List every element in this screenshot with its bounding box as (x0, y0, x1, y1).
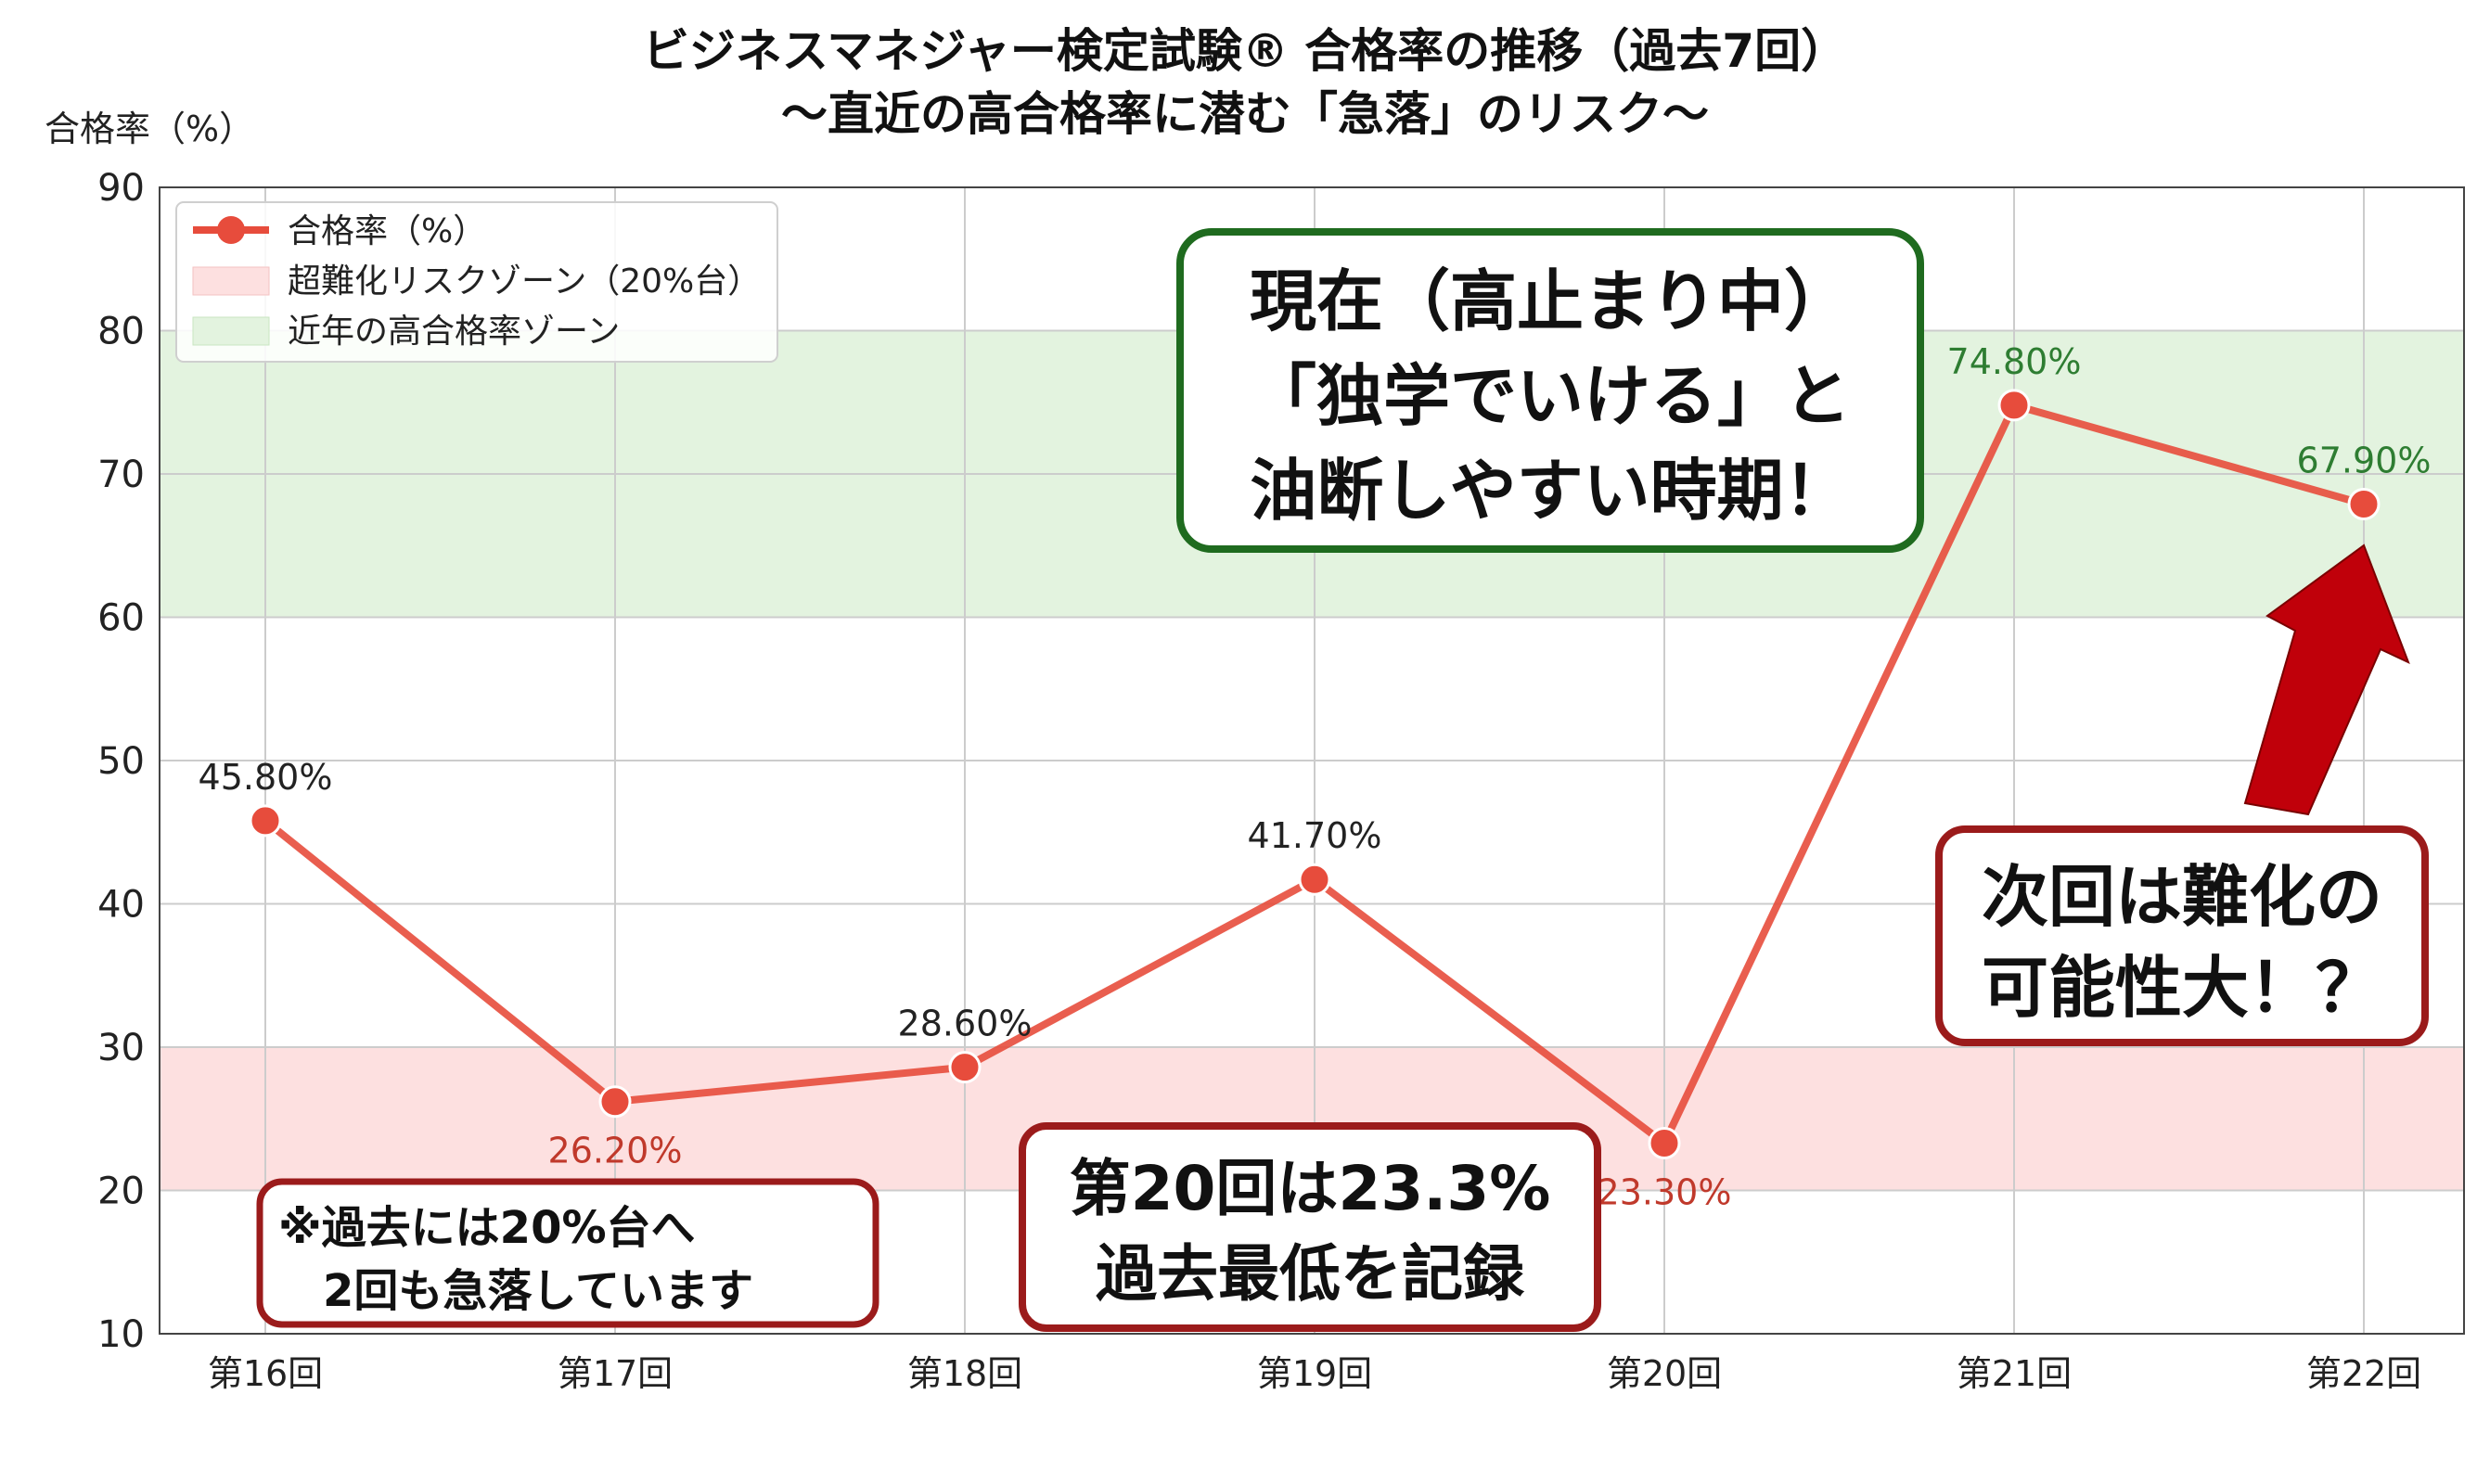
y-tick-label: 70 (97, 454, 145, 496)
x-tick-label: 第21回 (1957, 1353, 2072, 1394)
callout-line: 2回も急落しています (278, 1265, 753, 1317)
data-labels: 45.80% 26.20% 28.60% 41.70% 23.30% 74.80% 67.9… (199, 341, 2432, 1213)
x-tick-label: 第18回 (907, 1353, 1022, 1394)
upward-arrow (2243, 544, 2410, 816)
data-point (249, 804, 282, 838)
data-point (948, 1051, 982, 1084)
x-tick-label: 第20回 (1607, 1353, 1722, 1394)
callout-line: 「独学でいける」と (1250, 357, 1851, 435)
legend-label-risk-band: 超難化リスクゾーン（20%台） (288, 262, 761, 301)
data-label: 45.80% (199, 757, 333, 798)
plot-frame (159, 186, 2465, 1335)
y-tick-label: 10 (97, 1313, 145, 1356)
callout-line: 現在（高止まり中） (1250, 262, 1851, 340)
chart-title: ビジネスマネジャー検定試験® 合格率の推移（過去7回） (643, 24, 1847, 78)
data-label: 67.90% (2297, 440, 2432, 480)
data-point (1997, 389, 2031, 422)
legend: 合格率（%） 超難化リスクゾーン（20%台） 近年の高合格率ゾーン (175, 201, 778, 363)
series-passrate (249, 389, 2381, 1160)
callout-past-drops: ※過去には20%台へ 2回も急落しています (256, 1178, 879, 1328)
y-axis-ticks: 10 20 30 40 50 60 70 80 90 (97, 167, 145, 1356)
y-tick-label: 90 (97, 167, 145, 210)
y-tick-label: 30 (97, 1027, 145, 1069)
y-tick-label: 60 (97, 597, 145, 640)
legend-label-series: 合格率（%） (288, 212, 486, 250)
y-tick-label: 50 (97, 740, 145, 783)
callout-line: 可能性大！？ (1982, 949, 2382, 1027)
callout-box (1019, 1122, 1601, 1332)
data-label: 74.80% (1947, 341, 2082, 382)
callout-box (1176, 228, 1924, 553)
x-tick-label: 第19回 (1257, 1353, 1372, 1394)
data-label: 41.70% (1248, 815, 1382, 856)
x-tick-label: 第17回 (558, 1353, 673, 1394)
callout-box (1935, 825, 2429, 1046)
callout-line: 第20回は23.3% (1070, 1153, 1551, 1224)
callout-line: 次回は難化の (1982, 858, 2382, 936)
callout-line: ※過去には20%台へ (278, 1202, 696, 1254)
data-point (598, 1085, 632, 1119)
legend-label-high-band: 近年の高合格率ゾーン (288, 313, 620, 351)
data-label: 26.20% (548, 1131, 683, 1171)
data-label: 23.30% (1598, 1172, 1732, 1213)
y-tick-label: 20 (97, 1171, 145, 1213)
chart-subtitle: 〜直近の高合格率に潜む「急落」のリスク〜 (781, 87, 1709, 141)
data-point (2347, 487, 2381, 520)
data-label: 28.60% (898, 1004, 1033, 1044)
callout-next-harder: 次回は難化の 可能性大！？ (1935, 825, 2429, 1046)
callout-current-high: 現在（高止まり中） 「独学でいける」と 油断しやすい時期！ (1176, 228, 1924, 553)
legend-swatch-risk-band (192, 266, 270, 296)
y-tick-label: 80 (97, 311, 145, 353)
y-tick-label: 40 (97, 884, 145, 927)
callout-line: 油断しやすい時期！ (1250, 452, 1850, 530)
legend-marker-swatch (217, 216, 245, 244)
callout-20th-record-low: 第20回は23.3% 過去最低を記録 (1019, 1122, 1601, 1332)
data-point (1298, 863, 1331, 896)
x-axis-ticks: 第16回 第17回 第18回 第19回 第20回 第21回 第22回 (208, 1353, 2421, 1394)
callout-box (256, 1178, 879, 1328)
x-tick-label: 第16回 (208, 1353, 323, 1394)
y-axis-label: 合格率（%） (45, 109, 254, 149)
legend-swatch-high-band (192, 316, 270, 346)
callout-line: 過去最低を記録 (1096, 1238, 1525, 1310)
legend-box (175, 201, 778, 363)
x-tick-label: 第22回 (2306, 1353, 2421, 1394)
data-point (1648, 1127, 1681, 1160)
